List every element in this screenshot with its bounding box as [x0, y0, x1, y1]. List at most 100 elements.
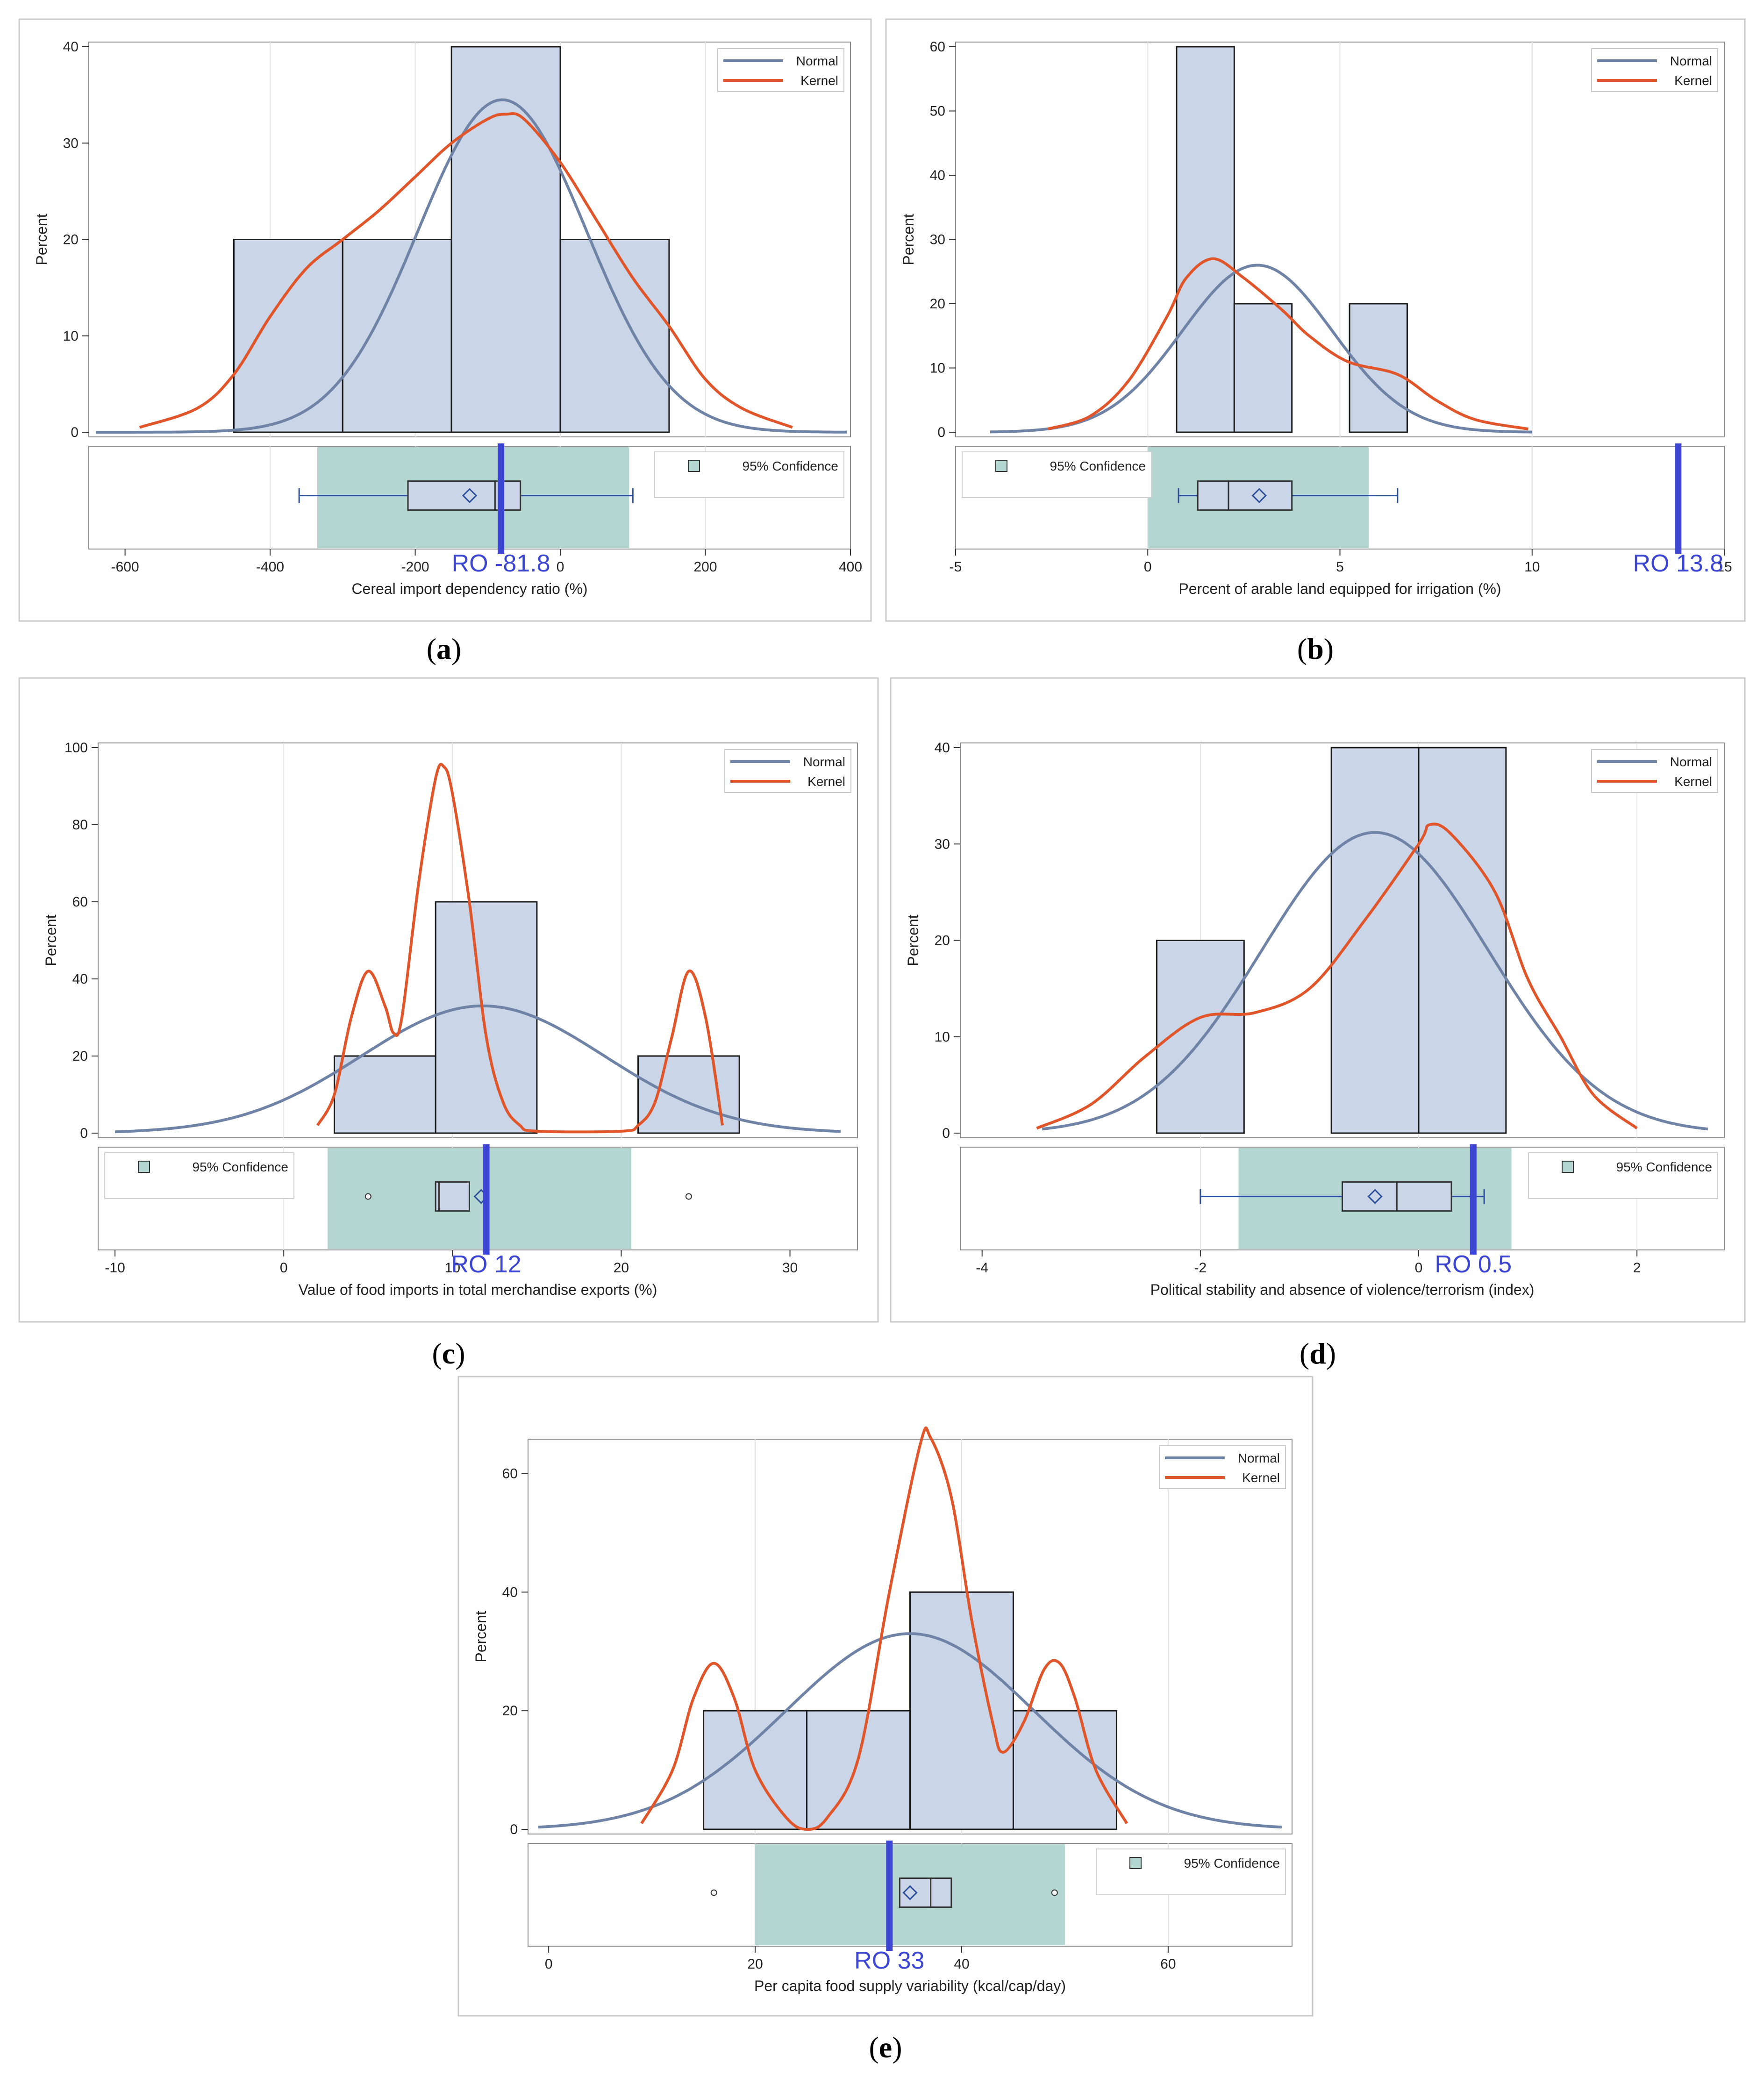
box-iqr-e: [899, 1877, 952, 1908]
ro-label-d: RO 0.5: [1435, 1251, 1512, 1278]
histogram-bar-e-1: [806, 1710, 911, 1830]
box-mean-marker-e: [902, 1885, 918, 1900]
y-tick-label-d-1: 10: [935, 1029, 950, 1045]
y-tick-label-b-0: 0: [937, 425, 945, 440]
legend-kernel-label-a: Kernel: [800, 73, 838, 88]
x-tick-label-c-3: 20: [614, 1260, 629, 1276]
legend-normal-label-a: Normal: [796, 54, 838, 68]
x-axis-label-e: Per capita food supply variability (kcal…: [754, 1977, 1066, 1994]
legend-normal-label-b: Normal: [1670, 54, 1712, 68]
y-tick-label-d-0: 0: [942, 1126, 950, 1141]
caption-b: (b): [1297, 632, 1334, 665]
histogram-bar-d-3: [1418, 747, 1507, 1134]
histogram-bar-c-0: [334, 1055, 436, 1134]
x-tick-label-c-2: 10: [445, 1260, 460, 1276]
confidence-legend-label-a: 95% Confidence: [743, 459, 838, 473]
legend-normal-label-e: Normal: [1238, 1451, 1280, 1465]
x-tick-label-d-2: 0: [1415, 1260, 1423, 1276]
x-tick-label-b-1: 0: [1144, 559, 1152, 575]
caption-e: (e): [869, 2031, 902, 2064]
kernel-curve-b: [1047, 257, 1529, 431]
confidence-legend-swatch-b: [995, 460, 1007, 472]
y-tick-label-a-2: 20: [63, 232, 79, 248]
confidence-band-c: [328, 1148, 632, 1249]
x-tick-label-b-2: 5: [1336, 559, 1344, 575]
confidence-legend-box-d: [1528, 1152, 1718, 1199]
y-axis-label-e: Percent: [472, 1611, 489, 1662]
y-tick-label-c-1: 20: [72, 1049, 88, 1064]
confidence-legend-label-e: 95% Confidence: [1184, 1856, 1280, 1870]
y-tick-label-a-0: 0: [71, 425, 79, 440]
x-tick-label-c-0: -10: [105, 1260, 125, 1276]
histogram-bar-c-1: [435, 901, 538, 1134]
x-tick-label-b-3: 10: [1524, 559, 1540, 575]
confidence-legend-swatch-d: [1562, 1161, 1574, 1173]
panel-b: 0 10 20 30 40 50 60 Percent Normal Kernel 95% Conf…: [885, 18, 1746, 622]
y-axis-label-c: Percent: [43, 914, 59, 966]
legend-normal-label-c: Normal: [803, 755, 845, 769]
confidence-legend-swatch-e: [1129, 1857, 1142, 1869]
x-tick-label-a-1: -400: [256, 559, 284, 575]
legend-normal-label-d: Normal: [1670, 755, 1712, 769]
y-tick-label-d-2: 20: [935, 933, 950, 949]
y-tick-label-c-0: 0: [80, 1126, 88, 1141]
chart-a: 0 10 20 30 40 Percent Normal Kernel 95% Confiden…: [18, 18, 872, 622]
histogram-bar-a-3: [559, 239, 670, 433]
caption-d: (d): [1299, 1337, 1336, 1370]
y-tick-label-b-1: 10: [930, 361, 945, 376]
panel-a: 0 10 20 30 40 Percent Normal Kernel 95% Confiden…: [18, 18, 872, 622]
normal-curve-d: [1042, 831, 1708, 1131]
normal-curve-a: [96, 98, 847, 434]
x-axis-label-a: Cereal import dependency ratio (%): [351, 580, 587, 597]
x-tick-label-a-2: -200: [401, 559, 429, 575]
y-tick-label-a-3: 30: [63, 136, 79, 151]
normal-curve-e: [538, 1632, 1282, 1829]
legend-box-b: [1591, 48, 1718, 92]
x-tick-label-e-3: 60: [1160, 1956, 1176, 1972]
y-tick-label-c-4: 80: [72, 817, 88, 833]
x-axis-label-b: Percent of arable land equipped for irri…: [1178, 580, 1501, 597]
confidence-legend-box-c: [104, 1152, 294, 1199]
legend-kernel-label-b: Kernel: [1674, 73, 1712, 88]
confidence-legend-swatch-a: [688, 460, 700, 472]
box-iqr-c: [435, 1181, 470, 1212]
legend-kernel-label-c: Kernel: [807, 774, 845, 789]
y-tick-label-b-2: 20: [930, 296, 945, 312]
x-axis-label-d: Political stability and absence of viole…: [1150, 1281, 1535, 1298]
y-tick-label-e-2: 40: [502, 1584, 518, 1600]
histogram-bar-a-0: [233, 239, 343, 433]
confidence-legend-label-b: 95% Confidence: [1050, 459, 1146, 473]
x-tick-label-a-0: -600: [111, 559, 139, 575]
histogram-bar-b-1: [1233, 303, 1293, 433]
box-mean-marker-b: [1251, 488, 1267, 503]
box-mean-marker-d: [1367, 1189, 1383, 1204]
histogram-bar-c-3: [637, 1055, 740, 1134]
kernel-curve-d: [1036, 822, 1638, 1130]
histogram-bar-a-1: [342, 239, 452, 433]
kernel-curve-a: [139, 112, 793, 429]
y-tick-label-c-2: 40: [72, 971, 88, 987]
kernel-curve-c: [316, 763, 724, 1134]
box-outlier-c-1: [685, 1193, 692, 1200]
x-tick-label-b-0: -5: [950, 559, 962, 575]
box-iqr-b: [1197, 480, 1293, 511]
ro-label-e: RO 33: [854, 1947, 924, 1974]
kernel-curve-e: [640, 1426, 1128, 1831]
x-tick-label-a-4: 200: [693, 559, 717, 575]
x-tick-label-d-0: -4: [976, 1260, 988, 1276]
x-tick-label-c-1: 0: [280, 1260, 288, 1276]
y-tick-label-c-3: 60: [72, 894, 88, 910]
histogram-bar-a-2: [450, 46, 561, 433]
x-tick-label-d-3: 2: [1633, 1260, 1641, 1276]
histogram-bar-b-0: [1176, 46, 1235, 433]
y-axis-label-a: Percent: [33, 214, 50, 265]
confidence-legend-swatch-c: [138, 1161, 150, 1173]
ro-label-a: RO -81.8: [452, 550, 550, 577]
y-tick-label-b-6: 60: [930, 39, 945, 55]
x-tick-label-d-1: -2: [1194, 1260, 1207, 1276]
x-tick-label-b-4: 15: [1716, 559, 1732, 575]
x-tick-label-e-0: 0: [545, 1956, 553, 1972]
y-axis-label-b: Percent: [900, 214, 917, 265]
histogram-bar-e-2: [909, 1591, 1014, 1830]
